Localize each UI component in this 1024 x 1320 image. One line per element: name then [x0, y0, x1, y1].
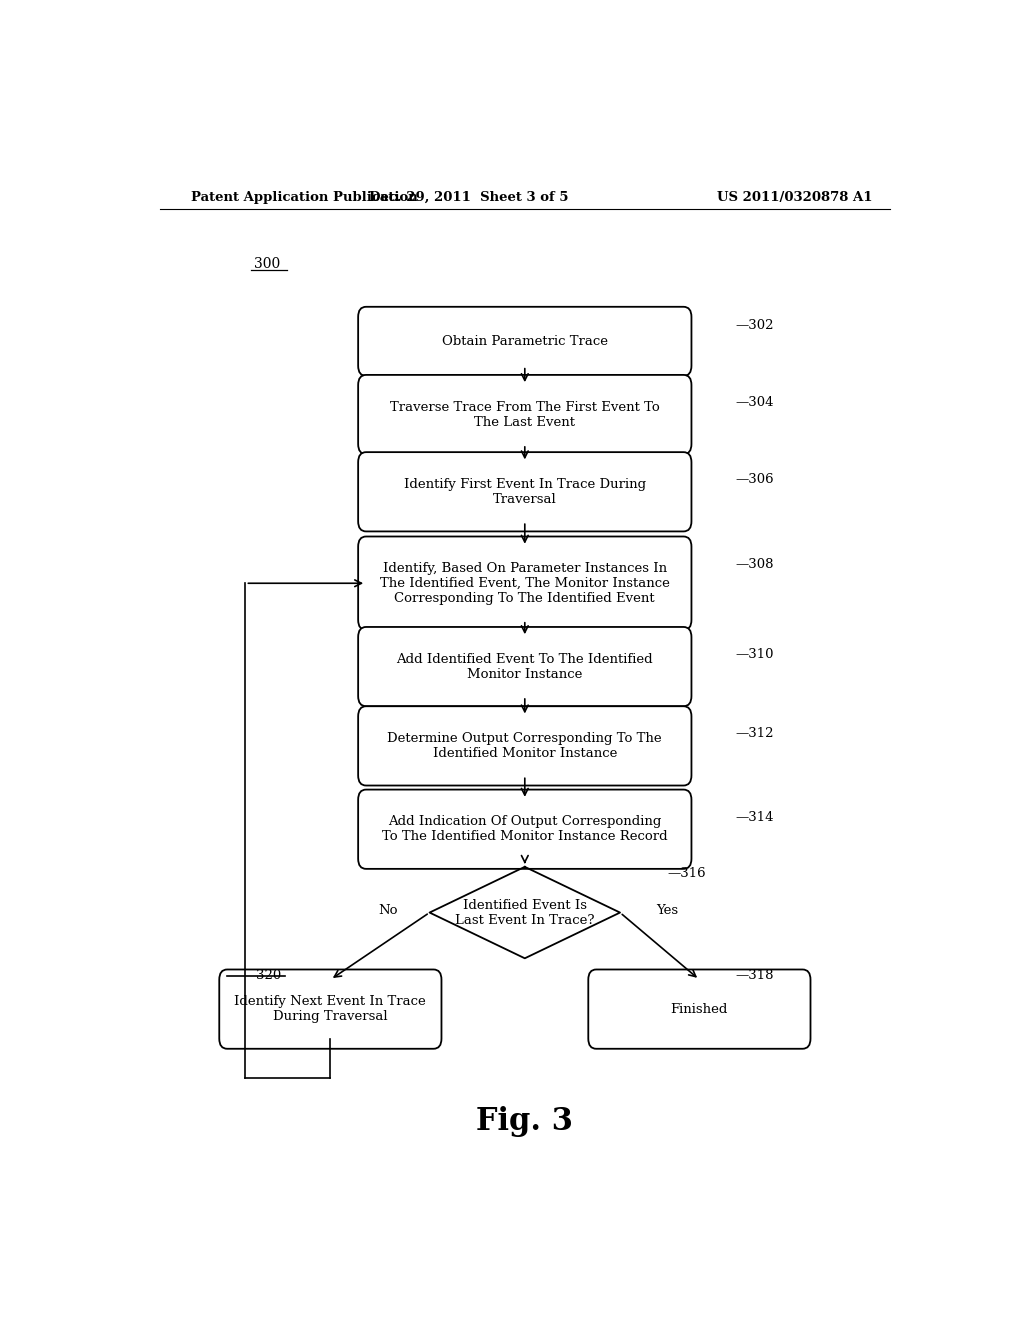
Text: —318: —318 [735, 969, 773, 982]
Text: Identify First Event In Trace During
Traversal: Identify First Event In Trace During Tra… [403, 478, 646, 506]
Text: Add Identified Event To The Identified
Monitor Instance: Add Identified Event To The Identified M… [396, 652, 653, 681]
Text: Identify, Based On Parameter Instances In
The Identified Event, The Monitor Inst: Identify, Based On Parameter Instances I… [380, 562, 670, 605]
Text: —312: —312 [735, 727, 773, 741]
FancyBboxPatch shape [358, 375, 691, 454]
FancyBboxPatch shape [358, 706, 691, 785]
FancyBboxPatch shape [358, 306, 691, 376]
FancyBboxPatch shape [358, 453, 691, 532]
Text: Fig. 3: Fig. 3 [476, 1106, 573, 1138]
Text: No: No [378, 904, 397, 917]
Text: —314: —314 [735, 810, 773, 824]
Text: Add Indication Of Output Corresponding
To The Identified Monitor Instance Record: Add Indication Of Output Corresponding T… [382, 816, 668, 843]
Text: 300: 300 [254, 257, 280, 271]
Text: —306: —306 [735, 473, 774, 486]
Text: Yes: Yes [655, 904, 678, 917]
Text: Finished: Finished [671, 1003, 728, 1015]
Text: Determine Output Corresponding To The
Identified Monitor Instance: Determine Output Corresponding To The Id… [387, 731, 663, 760]
Text: Patent Application Publication: Patent Application Publication [191, 190, 418, 203]
Polygon shape [430, 867, 620, 958]
Text: Dec. 29, 2011  Sheet 3 of 5: Dec. 29, 2011 Sheet 3 of 5 [370, 190, 569, 203]
FancyBboxPatch shape [358, 536, 691, 630]
Text: Obtain Parametric Trace: Obtain Parametric Trace [441, 335, 608, 348]
Text: 320: 320 [256, 969, 282, 982]
FancyBboxPatch shape [219, 969, 441, 1049]
Text: Traverse Trace From The First Event To
The Last Event: Traverse Trace From The First Event To T… [390, 400, 659, 429]
Text: Identified Event Is
Last Event In Trace?: Identified Event Is Last Event In Trace? [455, 899, 595, 927]
Text: —302: —302 [735, 318, 773, 331]
Text: —316: —316 [668, 867, 707, 880]
Text: —304: —304 [735, 396, 773, 409]
Text: —310: —310 [735, 648, 773, 661]
Text: —308: —308 [735, 558, 773, 572]
FancyBboxPatch shape [588, 969, 811, 1049]
FancyBboxPatch shape [358, 789, 691, 869]
Text: US 2011/0320878 A1: US 2011/0320878 A1 [717, 190, 872, 203]
Text: Identify Next Event In Trace
During Traversal: Identify Next Event In Trace During Trav… [234, 995, 426, 1023]
FancyBboxPatch shape [358, 627, 691, 706]
